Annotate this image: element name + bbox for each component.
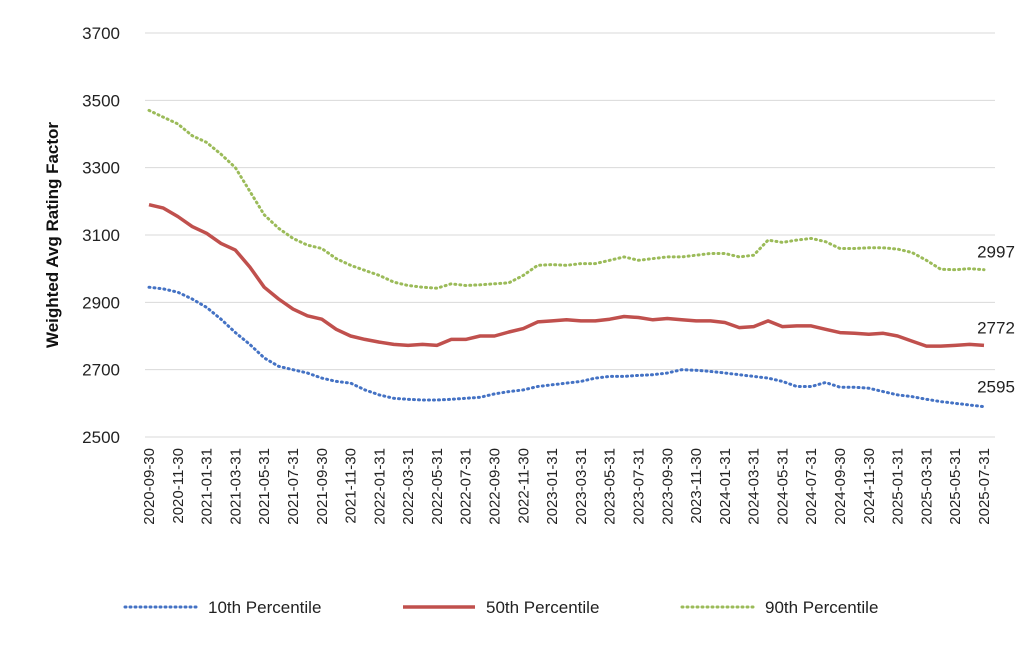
x-tick-label: 2021-01-31 <box>199 448 216 525</box>
series-line-10th <box>147 285 986 409</box>
x-tick-label: 2022-03-31 <box>400 448 417 525</box>
x-tick-label: 2023-03-31 <box>573 448 590 525</box>
x-tick-label: 2022-11-30 <box>515 448 532 524</box>
x-tick-label: 2023-01-31 <box>544 448 561 525</box>
x-tick-label: 2020-11-30 <box>170 448 187 524</box>
x-tick-label: 2024-03-31 <box>746 448 763 525</box>
x-tick-label: 2021-11-30 <box>343 448 360 524</box>
legend: 10th Percentile 50th Percentile 90th Per… <box>123 598 878 617</box>
y-tick-label: 2700 <box>82 361 120 380</box>
y-tick-label: 2500 <box>82 428 120 447</box>
x-tick-label: 2024-11-30 <box>861 448 878 524</box>
legend-item-90th: 90th Percentile <box>680 598 878 617</box>
series-line-90th <box>147 108 986 290</box>
legend-item-50th: 50th Percentile <box>403 598 599 617</box>
x-tick-label: 2022-09-30 <box>487 448 504 525</box>
x-tick-label: 2024-09-30 <box>832 448 849 525</box>
x-tick-label: 2021-09-30 <box>314 448 331 525</box>
x-tick-label: 2025-07-31 <box>976 448 993 525</box>
x-tick-label: 2021-07-31 <box>285 448 302 525</box>
legend-label-50th: 50th Percentile <box>486 598 599 617</box>
end-labels: 2595 2772 2997 <box>977 243 1015 397</box>
end-label-90th: 2997 <box>977 243 1015 262</box>
y-tick-label: 3100 <box>82 226 120 245</box>
y-axis-ticks: 2500 2700 2900 3100 3300 3500 3700 <box>82 24 120 447</box>
x-tick-label: 2023-07-31 <box>630 448 647 525</box>
x-tick-label: 2024-05-31 <box>774 448 791 525</box>
x-tick-label: 2025-01-31 <box>890 448 907 525</box>
end-label-50th: 2772 <box>977 318 1015 337</box>
y-tick-label: 3300 <box>82 159 120 178</box>
x-tick-label: 2023-09-30 <box>659 448 676 525</box>
x-tick-label: 2021-03-31 <box>227 448 244 525</box>
x-tick-label: 2023-11-30 <box>688 448 705 524</box>
x-tick-label: 2021-05-31 <box>256 448 273 525</box>
x-tick-label: 2020-09-30 <box>141 448 158 525</box>
end-label-10th: 2595 <box>977 378 1015 397</box>
series-line-50th <box>148 202 985 348</box>
x-tick-label: 2022-01-31 <box>371 448 388 525</box>
x-tick-label: 2023-05-31 <box>602 448 619 525</box>
x-tick-label: 2025-03-31 <box>918 448 935 525</box>
y-tick-label: 3700 <box>82 24 120 43</box>
x-tick-label: 2024-07-31 <box>803 448 820 525</box>
legend-label-10th: 10th Percentile <box>208 598 321 617</box>
x-tick-label: 2022-07-31 <box>458 448 475 525</box>
gridlines <box>145 32 995 438</box>
series-lines <box>147 108 986 409</box>
legend-item-10th: 10th Percentile <box>123 598 321 617</box>
x-axis-ticks: 2020-09-30 2020-11-30 2021-01-31 2021-03-31… <box>141 448 993 525</box>
y-tick-label: 3500 <box>82 91 120 110</box>
x-tick-label: 2025-05-31 <box>947 448 964 525</box>
y-tick-label: 2900 <box>82 293 120 312</box>
y-axis-label: Weighted Avg Rating Factor <box>43 122 62 348</box>
x-tick-label: 2022-05-31 <box>429 448 446 525</box>
x-tick-label: 2024-01-31 <box>717 448 734 525</box>
legend-label-90th: 90th Percentile <box>765 598 878 617</box>
